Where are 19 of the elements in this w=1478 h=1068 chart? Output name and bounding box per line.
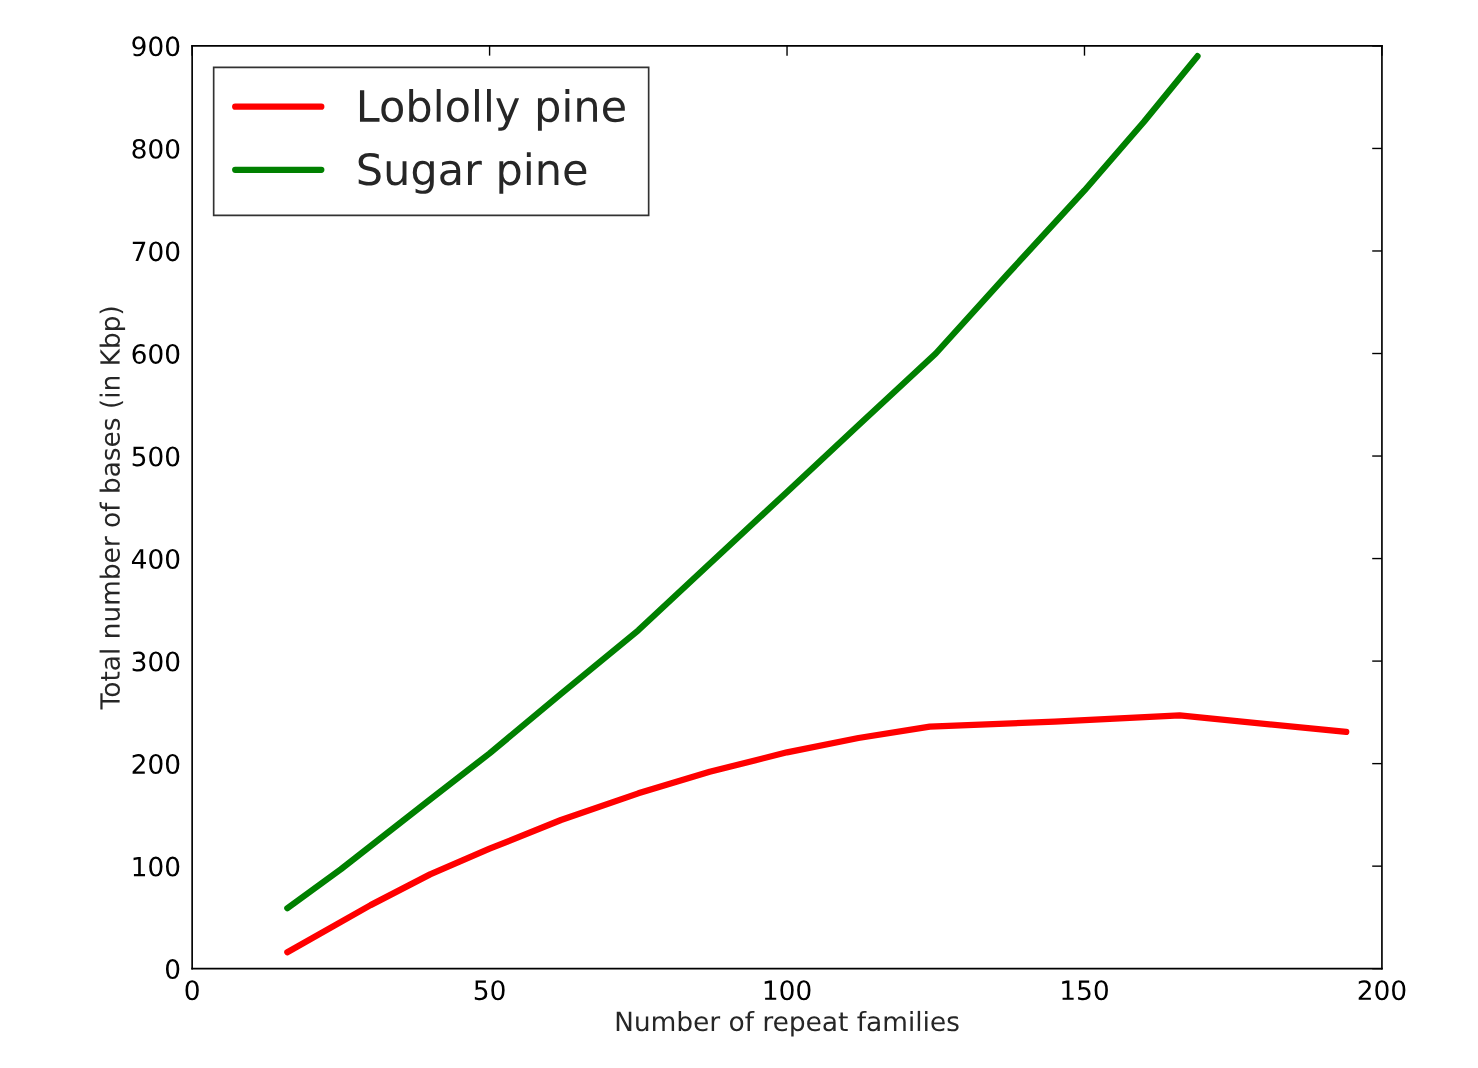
- y-tick-label: 400: [131, 549, 180, 569]
- x-tick-label: 100: [764, 980, 811, 1001]
- y-tick-label: 800: [132, 138, 180, 159]
- y-axis-title: Total number of bases (in Kbp): [99, 307, 126, 710]
- y-tick-label: 100: [133, 856, 180, 877]
- legend-label: Sugar pine: [358, 152, 587, 194]
- x-tick-label: 200: [1358, 980, 1406, 1001]
- x-tick-label: 150: [1062, 980, 1108, 1001]
- x-axis-title: Number of repeat families: [616, 1010, 959, 1037]
- y-tick-label: 900: [132, 36, 180, 57]
- x-tick-label: 50: [474, 980, 505, 1001]
- y-tick-label: 200: [132, 754, 180, 775]
- y-tick-label: 600: [132, 343, 180, 364]
- y-tick-label: 300: [132, 651, 180, 672]
- x-tick-label: 0: [185, 980, 199, 1001]
- y-tick-label: 0: [165, 959, 180, 980]
- y-tick-label: 500: [132, 446, 180, 467]
- legend-label: Loblolly pine: [359, 88, 625, 131]
- y-tick-label: 700: [132, 241, 180, 262]
